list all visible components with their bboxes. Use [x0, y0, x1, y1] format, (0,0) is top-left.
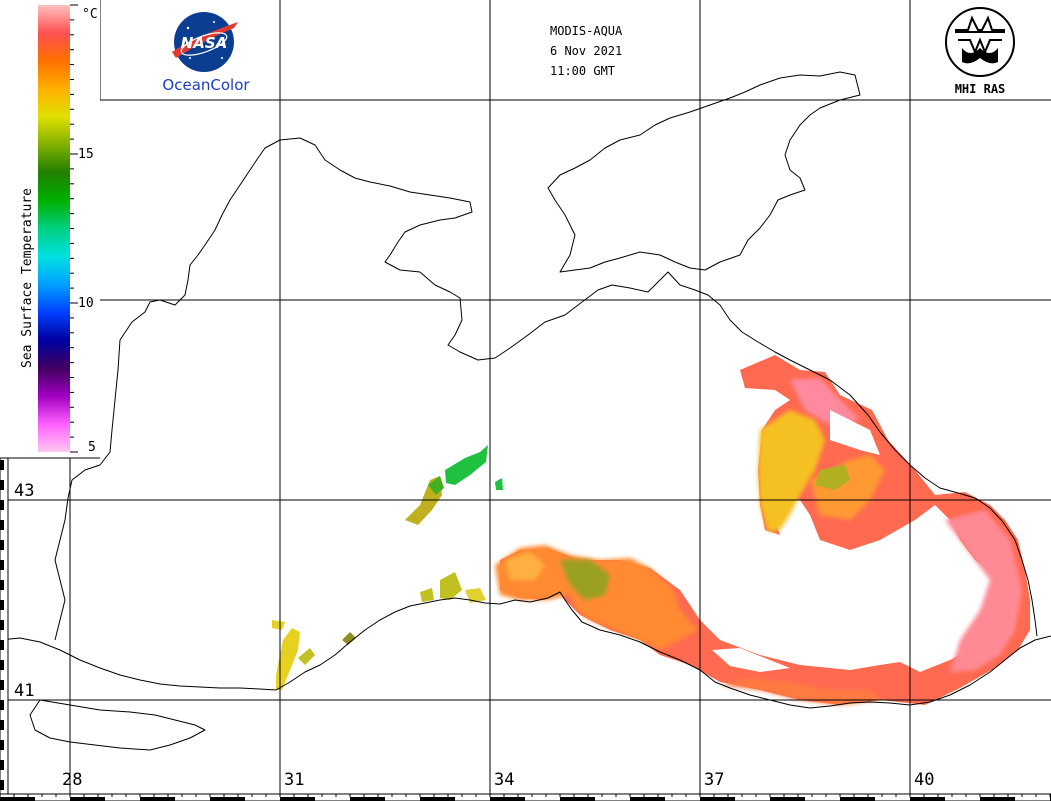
bottom-ruler-segment	[770, 797, 805, 801]
bottom-edge-ruler	[0, 793, 1051, 801]
lon-label-31: 31	[284, 770, 304, 790]
header-satellite: MODIS-AQUA	[550, 24, 623, 38]
sst-orange-south	[720, 678, 880, 705]
bottom-ruler-segment	[910, 797, 945, 801]
bottom-ruler-segment	[0, 797, 35, 801]
nasa-wordmark: NASA	[181, 34, 228, 52]
bottom-ruler-segment	[700, 797, 735, 801]
latitude-labels: 43 41	[14, 481, 34, 701]
left-ruler-segment	[0, 560, 4, 570]
sst-green-west-3	[495, 478, 503, 490]
bottom-ruler-segment	[490, 797, 525, 801]
lon-label-34: 34	[494, 770, 514, 790]
left-ruler-segment	[0, 640, 4, 650]
bottom-ruler-segment	[840, 797, 875, 801]
bottom-ruler-segment	[350, 797, 385, 801]
bottom-ruler-frame	[0, 793, 1051, 801]
coast-east	[789, 359, 1038, 637]
lat-label-41: 41	[14, 681, 34, 701]
sst-yellow-west-2	[272, 620, 285, 630]
oceancolor-label: OceanColor	[162, 76, 250, 94]
mhi-ras-logo: MHI RAS	[945, 7, 1015, 96]
sst-olive-west-1	[298, 648, 315, 665]
left-ruler-segment	[0, 720, 4, 730]
left-ruler-segment	[0, 480, 4, 490]
sst-orange-central	[495, 545, 698, 650]
bottom-ruler-segment	[280, 797, 315, 801]
mhi-label: MHI RAS	[955, 82, 1006, 96]
left-ruler-segment	[0, 760, 4, 770]
nasa-chevron-icon	[172, 22, 238, 58]
legend-tick-15: 15	[78, 147, 94, 162]
legend-tick-10: 10	[78, 296, 94, 311]
lat-label-43: 43	[14, 481, 34, 501]
sst-pink-east-1	[790, 378, 860, 425]
sst-olive-central	[560, 560, 610, 600]
sst-green-west-2	[445, 445, 488, 485]
left-ruler-segment	[0, 580, 4, 590]
left-ruler-segment	[0, 600, 4, 610]
legend-color-bar	[38, 5, 70, 452]
coast-west	[54, 497, 69, 641]
lon-label-37: 37	[704, 770, 724, 790]
sst-olive-west-4	[420, 588, 434, 602]
sst-pink-east-2	[945, 510, 1022, 672]
sst-olive-west-2	[342, 632, 356, 645]
sst-yellow-west-1	[276, 628, 300, 690]
header-date: 6 Nov 2021	[550, 44, 622, 58]
lon-label-28: 28	[62, 770, 82, 790]
left-ruler-segment	[0, 780, 4, 790]
sst-yellow-east	[758, 410, 825, 532]
left-ruler-segment	[0, 660, 4, 670]
left-ruler-segment	[0, 700, 4, 710]
left-ruler-segment	[0, 520, 4, 530]
bottom-ruler-segment	[140, 797, 175, 801]
sst-yellow-central	[505, 552, 545, 580]
bottom-ruler-segment	[980, 797, 1015, 801]
coast-south	[0, 591, 1051, 709]
sst-olive-west-3	[440, 572, 462, 600]
nasa-oceancolor-logo: NASA OceanColor	[162, 12, 250, 94]
lon-label-40: 40	[914, 770, 934, 790]
left-ruler-segment	[0, 680, 4, 690]
legend-title: Sea Surface Temperature	[20, 188, 35, 368]
left-ruler-segment	[0, 620, 4, 630]
left-ruler-segment	[0, 500, 4, 510]
left-ruler-segment	[0, 460, 4, 470]
bottom-ruler-segment	[560, 797, 595, 801]
sst-olive-east	[815, 465, 850, 490]
nasa-meatball-icon	[174, 12, 234, 72]
bottom-ruler-segment	[630, 797, 665, 801]
legend-tick-marks	[70, 4, 78, 453]
sst-cloud-gap-2	[712, 648, 790, 672]
longitude-labels: 28 31 34 37 40	[62, 770, 934, 790]
left-ruler-segment	[0, 740, 4, 750]
sst-yellow-west-4	[465, 588, 486, 603]
sst-green-west-1	[428, 476, 444, 495]
header: MODIS-AQUA 6 Nov 2021 11:00 GMT	[550, 24, 623, 78]
coast-west-north	[67, 137, 791, 499]
coast-marmara	[29, 699, 206, 751]
bottom-ruler-segment	[420, 797, 455, 801]
legend-unit: °C	[82, 7, 98, 22]
bottom-ruler-segment	[210, 797, 245, 801]
sst-patch-central	[495, 545, 698, 650]
header-time: 11:00 GMT	[550, 64, 615, 78]
bottom-ruler-segment	[70, 797, 105, 801]
legend-tick-5: 5	[88, 440, 96, 455]
coastline	[0, 71, 1051, 751]
left-ruler-segment	[0, 540, 4, 550]
sst-cloud-gap-1	[830, 410, 880, 455]
sst-legend: °C 15 10 5 Sea Surface Temperature	[0, 0, 100, 459]
